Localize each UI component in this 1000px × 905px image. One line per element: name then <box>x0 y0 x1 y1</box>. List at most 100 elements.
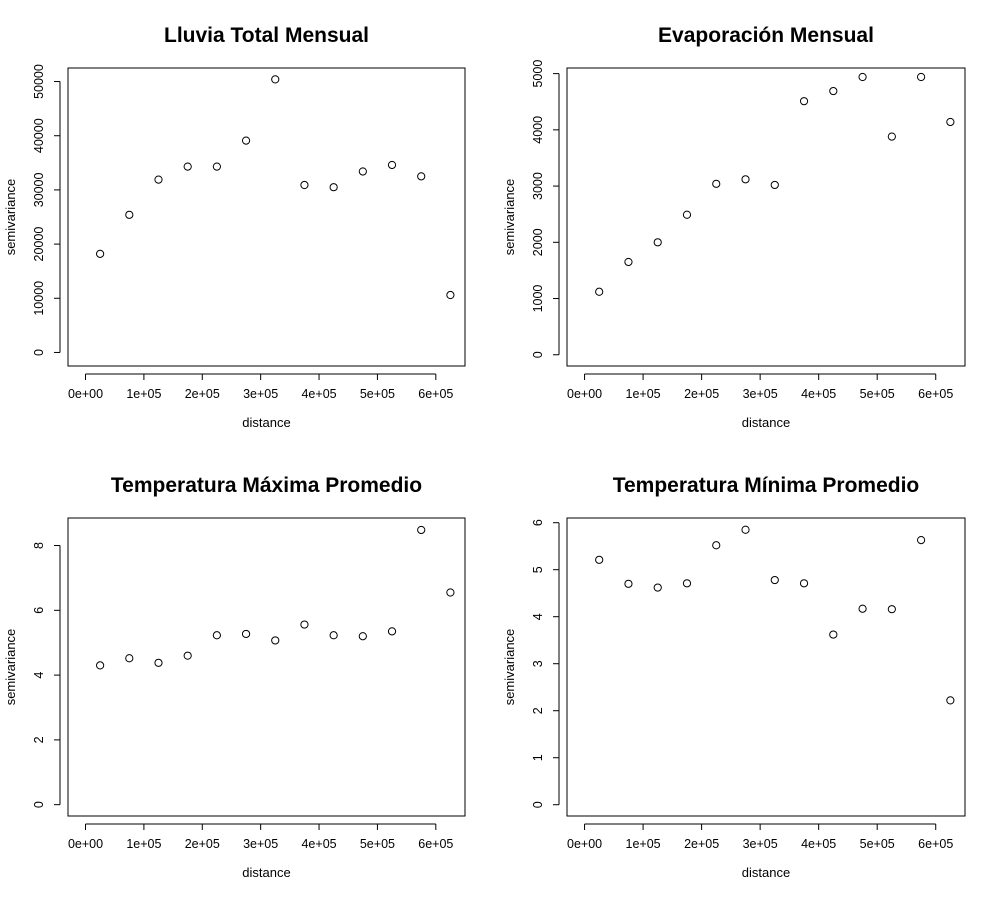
data-point <box>329 183 338 192</box>
data-point <box>770 575 779 585</box>
data-point <box>300 620 309 629</box>
data-point <box>154 658 163 667</box>
x-axis-label: distance <box>242 415 290 430</box>
x-tick-label: 4e+05 <box>801 387 836 401</box>
y-tick-label: 2 <box>32 736 46 743</box>
panel-4: Temperatura Mínima Promedio 0e+00 1e+05 2e+… <box>502 474 966 880</box>
data-point <box>624 257 633 267</box>
data-point <box>858 604 867 613</box>
x-tick-label: 0e+00 <box>567 387 602 401</box>
data-point <box>682 210 692 219</box>
data-point <box>653 583 662 592</box>
y-tick-label: 0 <box>531 801 545 808</box>
data-point <box>358 167 367 176</box>
data-point <box>154 175 163 184</box>
data-point <box>329 631 338 640</box>
data-point <box>887 132 896 141</box>
x-tick-label: 3e+05 <box>743 837 778 851</box>
y-tick-label: 6 <box>531 519 545 526</box>
x-tick-label: 3e+05 <box>243 387 278 401</box>
x-tick-label: 6e+05 <box>418 837 453 851</box>
y-tick-label: 4 <box>32 672 46 679</box>
y-axis-label: semivariance <box>3 179 18 256</box>
data-point <box>358 632 367 641</box>
data-point <box>417 525 426 535</box>
data-point <box>96 661 105 670</box>
data-point <box>387 627 397 636</box>
y-axis-label: semivariance <box>3 629 18 706</box>
data-point <box>271 75 280 84</box>
data-point <box>271 636 280 645</box>
x-tick-label: 5e+05 <box>360 837 395 851</box>
y-tick-label: 5 <box>531 566 545 573</box>
y-axis-label: semivariance <box>502 179 517 256</box>
y-tick-label: 0 <box>531 351 545 358</box>
y-tick-label: 50000 <box>32 64 46 99</box>
x-tick-label: 4e+05 <box>301 837 336 851</box>
data-point <box>241 136 251 145</box>
x-tick-label: 3e+05 <box>243 837 278 851</box>
x-tick-label: 2e+05 <box>684 387 719 401</box>
x-tick-label: 0e+00 <box>567 837 602 851</box>
data-point <box>446 588 455 597</box>
data-point <box>212 631 221 640</box>
y-tick-label: 30000 <box>32 172 46 207</box>
data-point <box>741 525 750 534</box>
data-point <box>300 180 309 190</box>
x-tick-label: 2e+05 <box>185 387 220 401</box>
x-tick-label: 5e+05 <box>860 837 895 851</box>
panel-2: Evaporación Mensual 0e+00 1e+05 2e+05 3e+05 4… <box>502 24 966 430</box>
x-tick-label: 6e+05 <box>918 837 953 851</box>
data-point <box>917 535 926 545</box>
chart-title: Temperatura Máxima Promedio <box>111 474 422 497</box>
chart-title: Temperatura Mínima Promedio <box>613 474 920 497</box>
data-point <box>183 651 192 660</box>
y-tick-label: 6 <box>32 607 46 614</box>
x-tick-label: 1e+05 <box>126 837 161 851</box>
x-tick-label: 4e+05 <box>801 837 836 851</box>
y-tick-label: 2000 <box>531 228 545 256</box>
chart-title: Evaporación Mensual <box>658 24 874 47</box>
data-point <box>917 72 926 82</box>
y-tick-label: 4000 <box>531 116 545 144</box>
y-tick-label: 1 <box>531 754 545 761</box>
plot-box <box>67 517 466 817</box>
data-point <box>212 162 221 171</box>
data-point <box>125 654 134 663</box>
data-point <box>125 210 134 219</box>
data-point <box>96 249 105 258</box>
x-axis-label: distance <box>242 865 290 880</box>
y-axis-label: semivariance <box>502 629 517 706</box>
data-point <box>741 175 750 184</box>
data-point <box>682 579 692 588</box>
y-tick-label: 5000 <box>531 60 545 88</box>
data-point <box>653 238 662 247</box>
x-tick-label: 6e+05 <box>418 387 453 401</box>
plot-box <box>566 517 966 817</box>
data-point <box>387 160 397 170</box>
y-tick-label: 0 <box>32 349 46 356</box>
x-tick-label: 2e+05 <box>185 837 220 851</box>
data-point <box>946 117 955 127</box>
data-point <box>946 696 955 705</box>
x-tick-label: 5e+05 <box>860 387 895 401</box>
data-point <box>595 555 604 564</box>
data-point <box>446 290 455 300</box>
panel-1: Lluvia Total Mensual 0e+00 1e+05 2e+05 3e+05… <box>3 24 466 430</box>
chart-title: Lluvia Total Mensual <box>164 24 369 47</box>
x-tick-label: 0e+00 <box>68 387 103 401</box>
data-point <box>770 180 779 190</box>
data-point <box>829 630 838 639</box>
data-point <box>887 605 896 614</box>
data-point <box>799 97 809 106</box>
x-tick-label: 3e+05 <box>743 387 778 401</box>
y-tick-label: 4 <box>531 613 545 620</box>
y-tick-label: 8 <box>32 542 46 549</box>
y-tick-label: 0 <box>32 801 46 808</box>
y-tick-label: 1000 <box>531 285 545 313</box>
data-point <box>241 629 251 639</box>
data-point <box>858 72 867 82</box>
data-point <box>712 541 721 550</box>
